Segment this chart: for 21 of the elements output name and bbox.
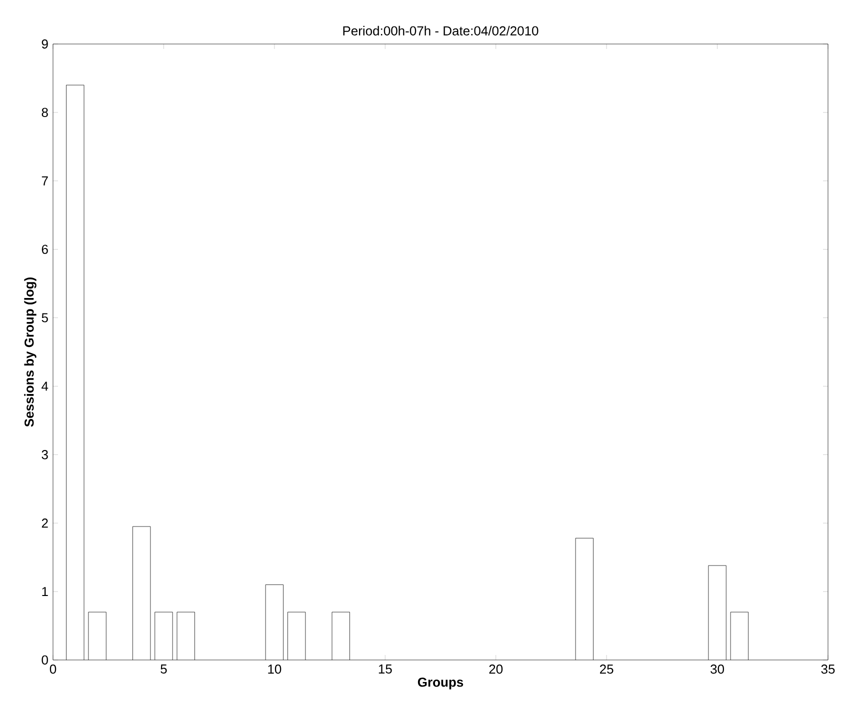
x-axis-title: Groups	[418, 678, 464, 690]
x-tick-label: 30	[710, 664, 724, 674]
x-tick-label: 5	[160, 664, 167, 674]
x-tick-label: 25	[600, 664, 614, 674]
y-tick-label: 5	[42, 313, 48, 322]
y-tick-label: 8	[42, 108, 48, 118]
y-tick-label: 9	[42, 39, 48, 49]
chart-title: Period:00h-07h - Date:04/02/2010	[343, 26, 538, 36]
y-tick-label: 7	[42, 176, 48, 186]
y-tick-label: 2	[42, 518, 48, 528]
x-tick-label: 35	[821, 664, 835, 674]
y-tick-label: 6	[42, 244, 48, 254]
y-tick-label: 0	[42, 655, 48, 665]
x-tick-label: 20	[489, 664, 503, 674]
x-tick-label: 10	[268, 664, 282, 674]
y-axis-title: Sessions by Group (log)	[24, 278, 36, 427]
y-tick-label: 1	[42, 587, 48, 596]
x-tick-label: 0	[50, 664, 56, 674]
y-tick-label: 4	[42, 382, 48, 391]
y-tick-label: 3	[42, 450, 48, 460]
x-tick-label: 15	[378, 664, 392, 674]
